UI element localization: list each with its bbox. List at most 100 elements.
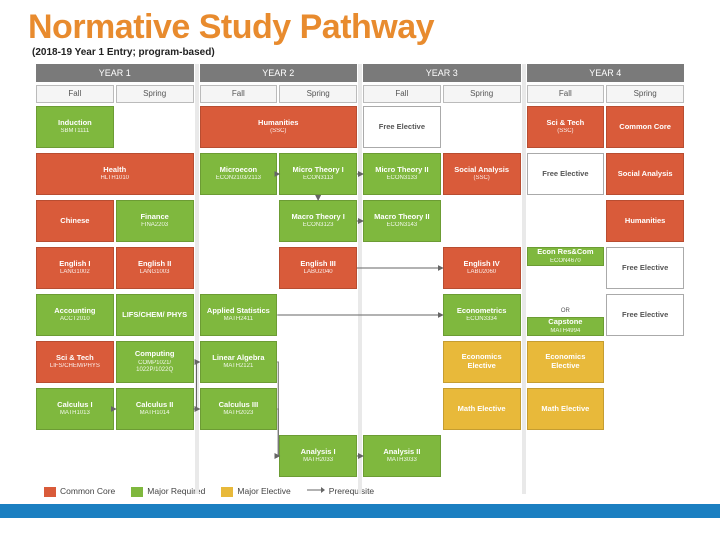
course-label: Health	[103, 166, 126, 175]
course-label: English IV	[463, 260, 499, 269]
semester-header: Spring	[606, 85, 684, 103]
course-label: Common Core	[619, 123, 671, 132]
course-label: Applied Statistics	[207, 307, 270, 316]
course-box-calc1: Calculus IMATH1013	[36, 388, 114, 430]
semester-header: Fall	[36, 85, 114, 103]
course-code: MATH2023	[223, 410, 253, 417]
course-box-micro2: Micro Theory IIECON3133	[363, 153, 441, 195]
course-label: Math Elective	[541, 405, 589, 414]
course-code: LABU2040	[304, 269, 333, 276]
course-label: Economics Elective	[447, 353, 517, 370]
course-box-social2: Social Analysis	[606, 153, 684, 195]
course-code: ECON2103/2113	[216, 175, 261, 182]
semester-header: Spring	[116, 85, 194, 103]
course-box-mathelec2: Math Elective	[527, 388, 605, 430]
course-label: Analysis I	[301, 448, 336, 457]
course-box-calc2: Calculus IIMATH1014	[116, 388, 194, 430]
course-code: LANG1003	[140, 269, 170, 276]
course-code: MATH1014	[140, 410, 170, 417]
legend-swatch	[131, 487, 143, 497]
course-code: ECON3334	[466, 316, 497, 323]
course-code: MATH3033	[387, 457, 417, 464]
legend-item: Prerequisite	[307, 486, 374, 496]
course-box-social1: Social Analysis(SSC)	[443, 153, 521, 195]
course-code: MATH2411	[224, 316, 253, 323]
course-code: LANG1002	[60, 269, 90, 276]
semester-header: Fall	[363, 85, 441, 103]
course-code: LIFS/CHEM/PHYS	[50, 363, 100, 370]
course-box-micro1: Micro Theory IECON3113	[279, 153, 357, 195]
legend-label: Major Elective	[237, 486, 290, 496]
course-label: Capstone	[548, 318, 582, 327]
semester-header: Spring	[279, 85, 357, 103]
course-label: Economics Elective	[531, 353, 601, 370]
course-code: COMP1021/ 1022P/1022Q	[120, 360, 190, 374]
course-label: Linear Algebra	[212, 354, 264, 363]
course-box-econres: Econ Res&ComECON4670	[527, 247, 605, 266]
course-box-free2: Free Elective	[527, 153, 605, 195]
course-code: (SSC)	[270, 128, 286, 135]
semester-header: Spring	[443, 85, 521, 103]
course-label: Micro Theory II	[375, 166, 428, 175]
arrow-icon	[307, 486, 325, 494]
course-label: Free Elective	[542, 170, 588, 179]
course-box-capstone: CapstoneMATH4994OR	[527, 317, 605, 336]
course-label: Chinese	[60, 217, 89, 226]
course-code: MATH2121	[223, 363, 253, 370]
course-label: Computing	[135, 350, 175, 359]
course-box-macro2: Macro Theory IIECON3143	[363, 200, 441, 242]
course-label: Social Analysis	[454, 166, 509, 175]
course-box-ecelec1: Economics Elective	[443, 341, 521, 383]
course-box-eng4: English IVLABU2060	[443, 247, 521, 289]
course-label: English III	[300, 260, 335, 269]
page-title: Normative Study Pathway	[0, 0, 720, 47]
course-label: Humanities	[625, 217, 665, 226]
course-box-scitech1: Sci & TechLIFS/CHEM/PHYS	[36, 341, 114, 383]
course-label: Finance	[140, 213, 168, 222]
year-header: YEAR 4	[527, 64, 685, 82]
course-label: Free Elective	[622, 311, 668, 320]
course-box-comp: ComputingCOMP1021/ 1022P/1022Q	[116, 341, 194, 383]
course-box-eng1: English ILANG1002	[36, 247, 114, 289]
course-box-microecon: MicroeconECON2103/2113	[200, 153, 278, 195]
course-box-free4: Free Elective	[606, 294, 684, 336]
course-code: MATH1013	[60, 410, 90, 417]
course-box-chinese: Chinese	[36, 200, 114, 242]
course-code: HLTH1010	[100, 175, 129, 182]
footer-bar	[0, 504, 720, 518]
course-box-ana1: Analysis IMATH2033	[279, 435, 357, 477]
legend-swatch	[44, 487, 56, 497]
course-box-finance: FinanceFINA2203	[116, 200, 194, 242]
course-box-scitech2: Sci & Tech(SSC)	[527, 106, 605, 148]
semester-header: Fall	[527, 85, 605, 103]
course-label: Macro Theory I	[291, 213, 344, 222]
course-box-free1: Free Elective	[363, 106, 441, 148]
course-label: Analysis II	[383, 448, 420, 457]
course-box-health: HealthHLTH1010	[36, 153, 194, 195]
page-subtitle: (2018-19 Year 1 Entry; program-based)	[0, 47, 720, 64]
course-box-eng2: English IILANG1003	[116, 247, 194, 289]
course-code: (SSC)	[557, 128, 573, 135]
course-code: SBMT1111	[61, 128, 90, 135]
course-box-econmet: EconometricsECON3334	[443, 294, 521, 336]
course-code: ECON3143	[387, 222, 418, 229]
course-box-linalg: Linear AlgebraMATH2121	[200, 341, 278, 383]
legend-swatch	[221, 487, 233, 497]
legend-item: Major Elective	[221, 486, 290, 497]
course-box-macro1: Macro Theory IECON3123	[279, 200, 357, 242]
course-code: ECON3123	[303, 222, 334, 229]
course-label: English I	[59, 260, 90, 269]
course-box-lifs: LIFS/CHEM/ PHYS	[116, 294, 194, 336]
course-label: Free Elective	[379, 123, 425, 132]
legend: Common CoreMajor RequiredMajor ElectiveP…	[44, 486, 720, 497]
course-label: Micro Theory I	[292, 166, 343, 175]
course-box-eng3: English IIILABU2040	[279, 247, 357, 289]
year-header: YEAR 3	[363, 64, 521, 82]
course-code: ECON3133	[387, 175, 418, 182]
course-box-acct: AccountingACCT2010	[36, 294, 114, 336]
course-label: Sci & Tech	[56, 354, 94, 363]
course-box-appstat: Applied StatisticsMATH2411	[200, 294, 278, 336]
course-label: Macro Theory II	[374, 213, 429, 222]
course-label: Econ Res&Com	[537, 248, 593, 257]
course-box-induction: InductionSBMT1111	[36, 106, 114, 148]
